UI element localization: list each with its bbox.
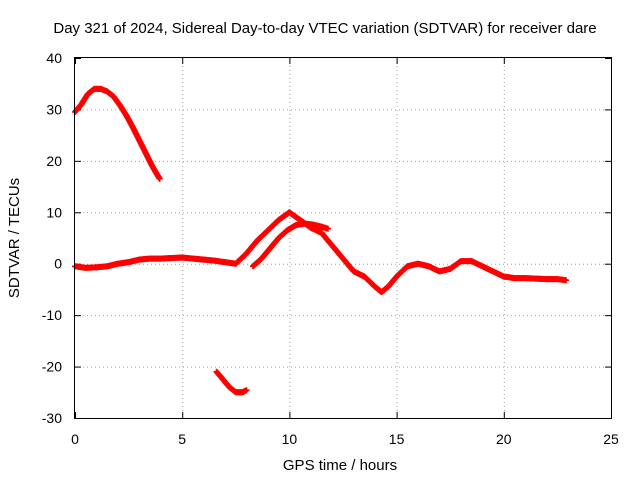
x-tick-label: 20: [496, 431, 512, 447]
y-tick-label: 0: [54, 256, 62, 272]
y-tick-labels: -30 -20 -10 0 10 20 30 40: [42, 50, 62, 426]
x-axis-title: GPS time / hours: [283, 457, 397, 474]
y-tick-label: 30: [46, 101, 62, 117]
data-point: [324, 225, 331, 232]
axis-ticks: [75, 58, 612, 419]
x-tick-label: 25: [603, 431, 619, 447]
series-main-trace: [72, 209, 569, 295]
data-points: [72, 85, 569, 396]
plot-frame: [74, 57, 612, 419]
grid-lines: [75, 58, 611, 418]
series-upper-arc: [72, 85, 163, 182]
y-tick-label: -10: [42, 307, 62, 323]
y-tick-label: 40: [46, 50, 62, 66]
y-tick-label: -20: [42, 359, 62, 375]
y-tick-label: 20: [46, 153, 62, 169]
data-point: [562, 277, 569, 284]
series-lower-arc: [213, 368, 250, 396]
x-tick-labels: 0 5 10 15 20 25: [71, 431, 619, 447]
y-axis-title: SDTVAR / TECUs: [6, 178, 23, 298]
x-tick-label: 10: [282, 431, 298, 447]
chart-title: Day 321 of 2024, Sidereal Day-to-day VTE…: [53, 20, 596, 37]
series-side-branch: [249, 220, 331, 270]
x-tick-label: 5: [178, 431, 186, 447]
x-tick-label: 0: [71, 431, 79, 447]
data-point: [243, 387, 250, 394]
data-point: [156, 175, 163, 182]
x-tick-label: 15: [389, 431, 405, 447]
y-tick-label: -30: [42, 410, 62, 426]
y-tick-label: 10: [46, 204, 62, 220]
